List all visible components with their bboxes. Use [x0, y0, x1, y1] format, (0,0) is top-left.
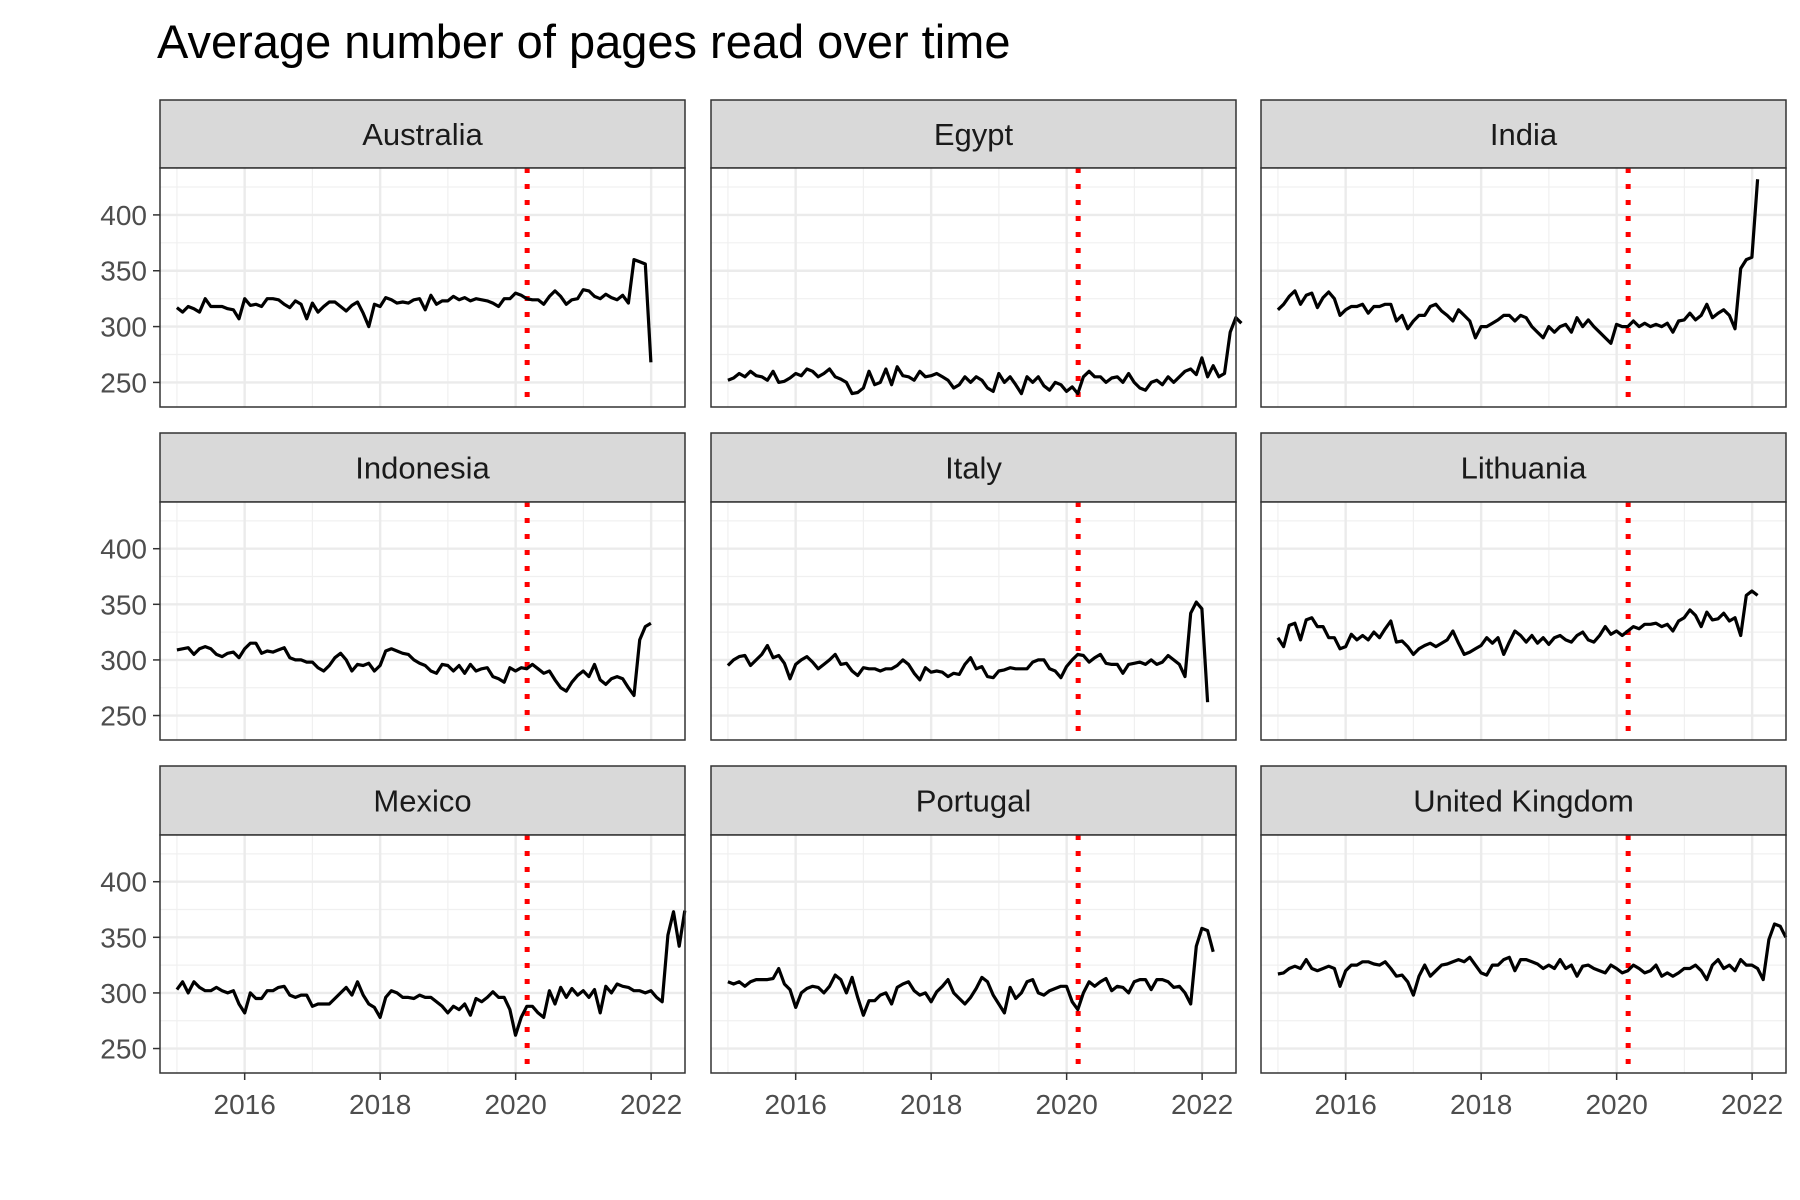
panel-strip [1260, 765, 1787, 836]
y-tick-label: 400 [100, 867, 147, 898]
series-line [1276, 179, 1760, 345]
panel-label: Mexico [373, 784, 471, 819]
panel-egypt: Egypt [710, 99, 1243, 408]
panel-border [1260, 834, 1787, 1074]
panel-border [710, 501, 1237, 741]
panel-border [1260, 167, 1787, 408]
panel-strip [710, 765, 1237, 836]
x-tick-label: 2016 [765, 1089, 827, 1120]
y-tick-label: 350 [100, 256, 147, 287]
panel-australia: Australia 250 300 350 400 [100, 99, 686, 408]
panel-label: Egypt [934, 117, 1014, 152]
plot-area [160, 168, 685, 407]
y-tick-label: 350 [100, 922, 147, 953]
panel-border [1260, 501, 1787, 741]
panel-border [159, 167, 686, 408]
x-tick-label: 2016 [1315, 1089, 1377, 1120]
panel-strip [159, 432, 686, 503]
y-tick-label: 300 [100, 645, 147, 676]
panel-border [710, 167, 1237, 408]
series-line [1277, 922, 1788, 997]
panel-label: Lithuania [1461, 451, 1588, 486]
x-tick-label: 2020 [484, 1089, 546, 1120]
panel-strip [710, 99, 1237, 169]
y-tick-label: 250 [100, 1034, 147, 1065]
y-tick-label: 250 [100, 701, 147, 732]
panel-india: India [1260, 99, 1787, 408]
y-tick-label: 300 [100, 312, 147, 343]
panel-strip [710, 432, 1237, 503]
panel-label: United Kingdom [1413, 784, 1634, 819]
series-line [175, 258, 653, 363]
x-tick-label: 2018 [1450, 1089, 1512, 1120]
x-tick-label: 2016 [214, 1089, 276, 1120]
panel-strip [159, 765, 686, 836]
plot-area [1261, 835, 1786, 1073]
y-tick-label: 350 [100, 589, 147, 620]
chart-title: Average number of pages read over time [157, 15, 1011, 68]
panel-strip [1260, 432, 1787, 503]
x-tick-label: 2022 [1721, 1089, 1783, 1120]
plot-area [711, 168, 1236, 407]
series-line [176, 621, 652, 698]
plot-area [160, 835, 685, 1073]
panel-mexico: Mexico 250 300 350 400 2016 2018 2020 2022 [100, 765, 687, 1120]
panel-border [159, 834, 686, 1074]
panel-united-kingdom: United Kingdom 2016 2018 2020 2022 [1260, 765, 1788, 1120]
series-line [727, 926, 1215, 1017]
plot-area [711, 502, 1236, 740]
panel-label: Australia [362, 117, 483, 152]
plot-area [160, 502, 685, 740]
panel-portugal: Portugal 2016 2018 2020 2022 [710, 765, 1237, 1120]
panel-label: Indonesia [355, 451, 490, 486]
panel-lithuania: Lithuania [1260, 432, 1787, 741]
y-tick-label: 400 [100, 200, 147, 231]
x-tick-label: 2018 [900, 1089, 962, 1120]
panel-label: Italy [945, 451, 1002, 486]
x-tick-label: 2020 [1585, 1089, 1647, 1120]
panel-strip [159, 99, 686, 169]
series-line [1276, 589, 1759, 657]
series-line [727, 316, 1243, 396]
series-line [726, 600, 1210, 703]
panel-strip [1260, 99, 1787, 169]
panel-label: India [1490, 117, 1558, 152]
plot-area [1261, 168, 1786, 407]
x-tick-label: 2022 [620, 1089, 682, 1120]
panel-border [710, 834, 1237, 1074]
panel-italy: Italy [710, 432, 1237, 741]
plot-area [711, 835, 1236, 1073]
panel-indonesia: Indonesia 250 300 350 400 [100, 432, 686, 741]
panel-label: Portugal [916, 784, 1031, 819]
series-line [175, 910, 687, 1037]
x-tick-label: 2020 [1035, 1089, 1097, 1120]
y-tick-label: 300 [100, 978, 147, 1009]
x-tick-label: 2018 [349, 1089, 411, 1120]
y-tick-label: 400 [100, 534, 147, 565]
y-tick-label: 250 [100, 367, 147, 398]
panel-border [159, 501, 686, 741]
x-tick-label: 2022 [1171, 1089, 1233, 1120]
plot-area [1261, 502, 1786, 740]
